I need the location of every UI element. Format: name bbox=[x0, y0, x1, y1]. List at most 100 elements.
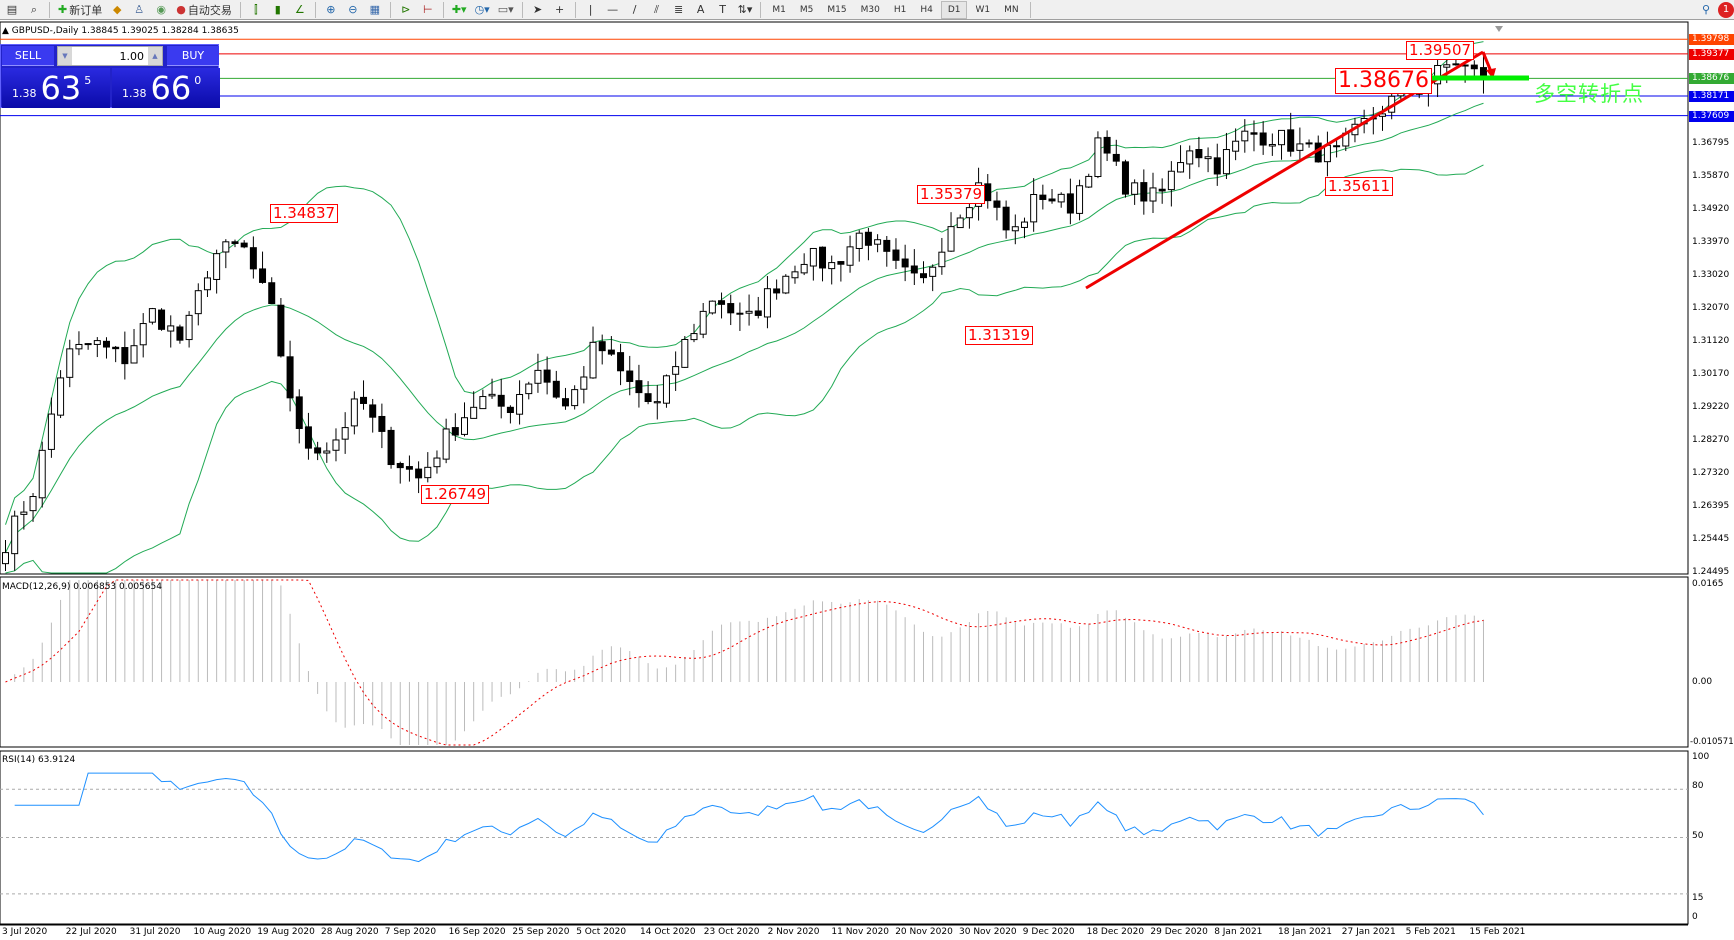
bearish-candle bbox=[773, 288, 781, 294]
periods-icon[interactable]: ◷▾ bbox=[474, 3, 490, 16]
bearish-candle bbox=[718, 300, 726, 305]
price-annotation[interactable]: 1.35379 bbox=[917, 185, 986, 204]
metaeditor-icon[interactable]: ◆ bbox=[112, 3, 122, 16]
sell-button[interactable]: SELL bbox=[2, 46, 54, 66]
candlestick-icon[interactable]: ▮ bbox=[274, 3, 281, 16]
auto-trading-button[interactable]: ● 自动交易 bbox=[173, 1, 235, 19]
cursor-icon[interactable]: ➤ bbox=[533, 3, 543, 16]
timeframe-m5[interactable]: M5 bbox=[799, 4, 814, 15]
bar-chart-icon[interactable]: ⫿ bbox=[254, 2, 258, 16]
bullish-candle bbox=[1443, 64, 1451, 68]
line-chart-icon[interactable]: ∠ bbox=[294, 3, 305, 16]
bearish-candle bbox=[396, 462, 404, 469]
price-annotation[interactable]: 1.26749 bbox=[421, 485, 490, 504]
search-icon[interactable]: ⚲ bbox=[1701, 3, 1711, 16]
bullish-candle bbox=[1434, 64, 1442, 85]
templates-icon[interactable]: ▭▾ bbox=[497, 3, 514, 16]
crosshair-icon[interactable]: + bbox=[555, 3, 565, 16]
bearish-candle bbox=[1140, 182, 1148, 202]
new-chart-icon[interactable]: ▤ bbox=[6, 3, 18, 16]
bearish-candle bbox=[1195, 149, 1203, 159]
price-annotation[interactable]: 1.35611 bbox=[1325, 177, 1394, 196]
bullish-candle bbox=[580, 376, 588, 390]
bullish-candle bbox=[828, 262, 836, 270]
timeframe-w1[interactable]: W1 bbox=[975, 4, 991, 15]
price-annotation[interactable]: 1.31319 bbox=[965, 326, 1034, 345]
bullish-candle bbox=[130, 345, 138, 364]
auto-scroll-icon[interactable]: ⊳ bbox=[401, 3, 411, 16]
trendline-icon[interactable]: / bbox=[632, 3, 637, 16]
bullish-candle bbox=[332, 439, 340, 451]
lot-size-input[interactable]: ▼ 1.00 ▲ bbox=[57, 46, 163, 66]
bearish-candle bbox=[360, 396, 368, 404]
level-price-tag: 1.38676 bbox=[1689, 73, 1734, 85]
price-axis-label: 1.29220 bbox=[1692, 402, 1730, 412]
buy-button[interactable]: BUY bbox=[167, 46, 219, 66]
user-icon[interactable]: ♙ bbox=[134, 3, 145, 16]
zoom-out-icon[interactable]: ⊖ bbox=[348, 3, 358, 16]
price-axis-label: 1.28270 bbox=[1692, 435, 1730, 445]
bullish-candle bbox=[708, 300, 716, 314]
vertical-line-icon[interactable]: | bbox=[588, 3, 593, 16]
sell-price[interactable]: 1.38 63 5 bbox=[2, 68, 110, 108]
bearish-candle bbox=[295, 396, 303, 429]
price-annotation[interactable]: 1.39507 bbox=[1406, 41, 1475, 60]
channel-icon[interactable]: ⫽ bbox=[654, 2, 660, 16]
bearish-candle bbox=[1287, 129, 1295, 152]
price-annotation-large[interactable]: 1.38676 bbox=[1335, 68, 1432, 94]
signal-icon[interactable]: ◉ bbox=[156, 3, 167, 16]
macd-axis-min: -0.010571 bbox=[1690, 737, 1734, 747]
bearish-candle bbox=[626, 370, 634, 382]
bearish-candle bbox=[268, 282, 276, 305]
horizontal-line-icon[interactable]: — bbox=[607, 3, 619, 16]
timeframe-m30[interactable]: M30 bbox=[860, 4, 880, 15]
chart-shift-icon[interactable]: ⊢ bbox=[423, 3, 433, 16]
collapse-arrow-icon[interactable]: ▲ bbox=[2, 26, 12, 36]
bollinger-lower-band bbox=[5, 164, 1484, 574]
zoom-in-icon[interactable]: ⊕ bbox=[326, 3, 336, 16]
indicators-icon[interactable]: ✚▾ bbox=[451, 3, 467, 16]
toolbar: ▤ ⌕ ✚ 新订单 ◆ ♙ ◉ ● 自动交易 ⫿ ▮ ∠ ⊕ ⊖ ▦ ⊳ ⊢ ✚▾ … bbox=[0, 0, 1734, 20]
fibonacci-icon[interactable]: ≣ bbox=[674, 3, 684, 16]
bullish-candle bbox=[846, 246, 854, 266]
price-axis-label: 1.35870 bbox=[1692, 171, 1730, 181]
date-label: 9 Dec 2020 bbox=[1022, 927, 1075, 937]
notification-badge[interactable]: 1 bbox=[1718, 1, 1734, 18]
rsi-axis-100: 100 bbox=[1692, 752, 1710, 762]
buy-price[interactable]: 1.38 66 0 bbox=[112, 68, 220, 108]
price-annotation[interactable]: 1.34837 bbox=[270, 204, 339, 223]
bullish-candle bbox=[194, 290, 202, 315]
zoom-window-icon[interactable]: ⌕ bbox=[30, 2, 38, 16]
bollinger-upper-band bbox=[5, 41, 1484, 525]
auto-trading-label: 自动交易 bbox=[187, 3, 232, 17]
date-label: 16 Sep 2020 bbox=[448, 927, 506, 937]
timeframe-m1[interactable]: M1 bbox=[772, 4, 786, 15]
lot-decrease-icon[interactable]: ▼ bbox=[58, 47, 72, 65]
text-label-icon[interactable]: T bbox=[719, 3, 726, 16]
date-label: 28 Aug 2020 bbox=[321, 927, 379, 937]
bullish-candle bbox=[461, 417, 468, 435]
lot-increase-icon[interactable]: ▲ bbox=[148, 47, 162, 65]
bearish-candle bbox=[1048, 198, 1056, 202]
timeframe-h1[interactable]: H1 bbox=[893, 4, 907, 15]
timeframe-mn[interactable]: MN bbox=[1004, 4, 1019, 15]
bullish-candle bbox=[57, 377, 65, 416]
timeframe-d1[interactable]: D1 bbox=[940, 0, 968, 19]
turning-point-label[interactable]: 多空转折点 bbox=[1534, 82, 1644, 106]
bullish-candle bbox=[148, 308, 156, 323]
bullish-candle bbox=[1296, 143, 1304, 151]
timeframe-h4[interactable]: H4 bbox=[920, 4, 933, 15]
text-icon[interactable]: A bbox=[696, 3, 705, 16]
tile-windows-icon[interactable]: ▦ bbox=[369, 3, 381, 16]
bullish-candle bbox=[66, 348, 74, 378]
lot-value[interactable]: 1.00 bbox=[119, 49, 145, 63]
new-order-button[interactable]: ✚ 新订单 bbox=[55, 1, 105, 19]
bullish-candle bbox=[534, 369, 542, 384]
bullish-candle bbox=[1030, 193, 1038, 223]
bullish-candle bbox=[139, 323, 147, 346]
timeframe-m15[interactable]: M15 bbox=[827, 4, 847, 15]
bullish-candle bbox=[185, 314, 193, 341]
arrows-icon[interactable]: ⇅▾ bbox=[737, 3, 753, 16]
bearish-candle bbox=[864, 231, 872, 246]
